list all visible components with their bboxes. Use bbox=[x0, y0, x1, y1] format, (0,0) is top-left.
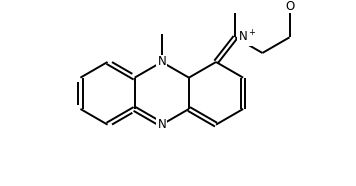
Text: N: N bbox=[157, 118, 166, 131]
Text: N: N bbox=[157, 55, 166, 68]
Text: O: O bbox=[285, 0, 294, 12]
Text: N$^+$: N$^+$ bbox=[238, 30, 257, 45]
